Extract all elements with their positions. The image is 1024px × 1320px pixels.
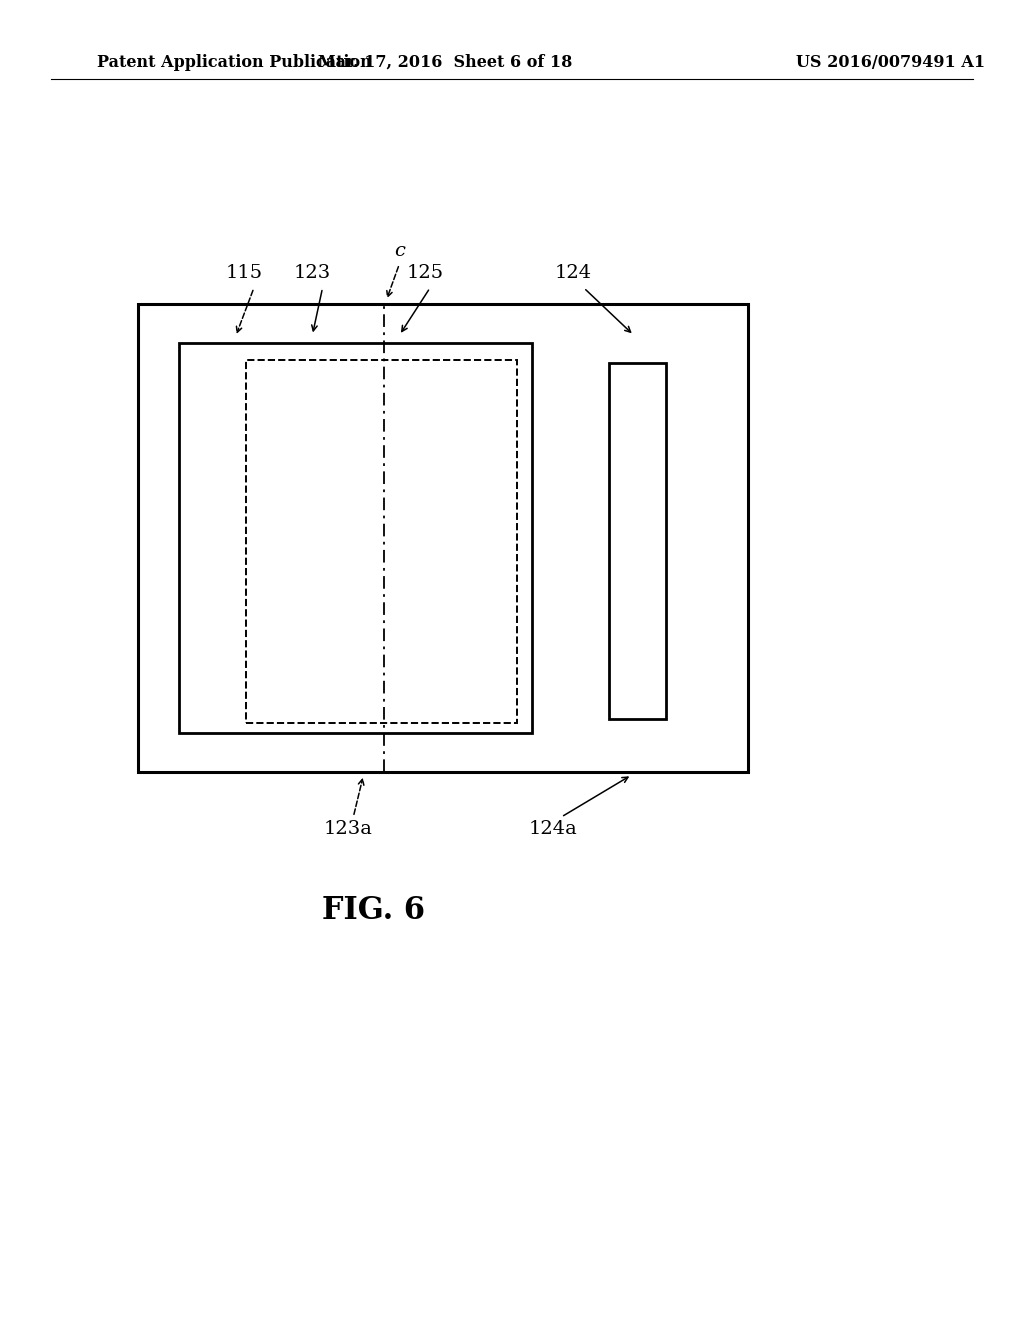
Text: 125: 125 xyxy=(407,264,443,282)
Bar xyxy=(609,363,666,719)
Text: Mar. 17, 2016  Sheet 6 of 18: Mar. 17, 2016 Sheet 6 of 18 xyxy=(318,54,572,70)
Text: 124: 124 xyxy=(555,264,592,282)
Bar xyxy=(179,343,532,733)
Text: Patent Application Publication: Patent Application Publication xyxy=(97,54,372,70)
Text: 124a: 124a xyxy=(528,820,578,838)
Text: c: c xyxy=(394,242,404,260)
Text: 123a: 123a xyxy=(324,820,373,838)
Text: FIG. 6: FIG. 6 xyxy=(323,895,425,927)
Text: 115: 115 xyxy=(225,264,262,282)
Text: US 2016/0079491 A1: US 2016/0079491 A1 xyxy=(797,54,985,70)
Text: 123: 123 xyxy=(294,264,331,282)
Bar xyxy=(138,304,748,772)
Bar xyxy=(246,360,517,723)
